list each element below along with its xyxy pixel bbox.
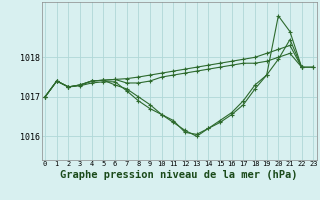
X-axis label: Graphe pression niveau de la mer (hPa): Graphe pression niveau de la mer (hPa) — [60, 170, 298, 180]
